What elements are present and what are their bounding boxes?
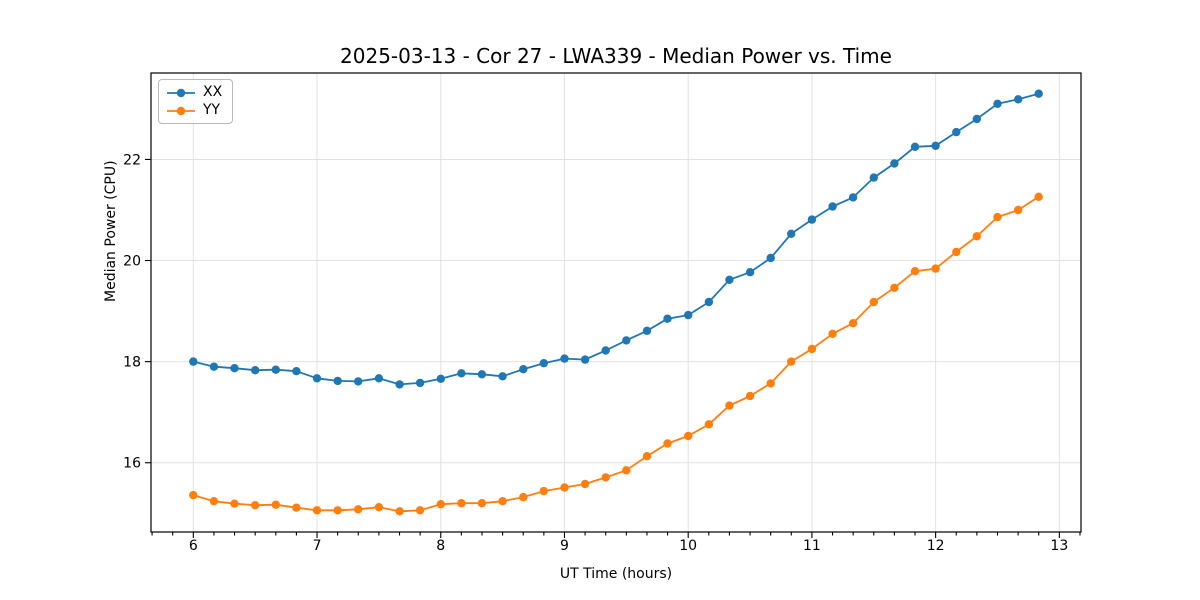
svg-text:18: 18 [123,355,141,371]
axis-ticks [145,158,1081,538]
svg-text:6: 6 [189,538,198,554]
legend-entry-xx: XX [166,85,222,100]
svg-text:11: 11 [803,538,821,554]
svg-text:16: 16 [123,456,141,472]
yy-line-marker-icon [167,106,195,115]
svg-text:13: 13 [1050,538,1068,554]
svg-text:12: 12 [927,538,945,554]
svg-text:8: 8 [436,538,445,554]
svg-text:7: 7 [313,538,322,554]
svg-text:10: 10 [679,538,697,554]
svg-text:9: 9 [560,538,569,554]
svg-text:20: 20 [123,254,141,270]
tick-labels: 6 7 8 9 10 11 12 13 16 18 20 22 [123,152,1068,554]
legend-entry-yy: YY [166,103,222,118]
series-yy [189,192,1043,516]
chart-title: 2025-03-13 - Cor 27 - LWA339 - Median Po… [340,44,892,68]
x-axis-label: UT Time (hours) [559,566,673,582]
svg-text:22: 22 [123,152,141,168]
series-xx [189,89,1043,389]
legend-label-xx: XX [203,84,223,100]
gridlines [151,73,1081,532]
xx-line-marker-icon [167,88,195,97]
legend: XX YY [158,79,234,124]
plot-border [150,72,1082,533]
legend-label-yy: YY [203,102,221,118]
